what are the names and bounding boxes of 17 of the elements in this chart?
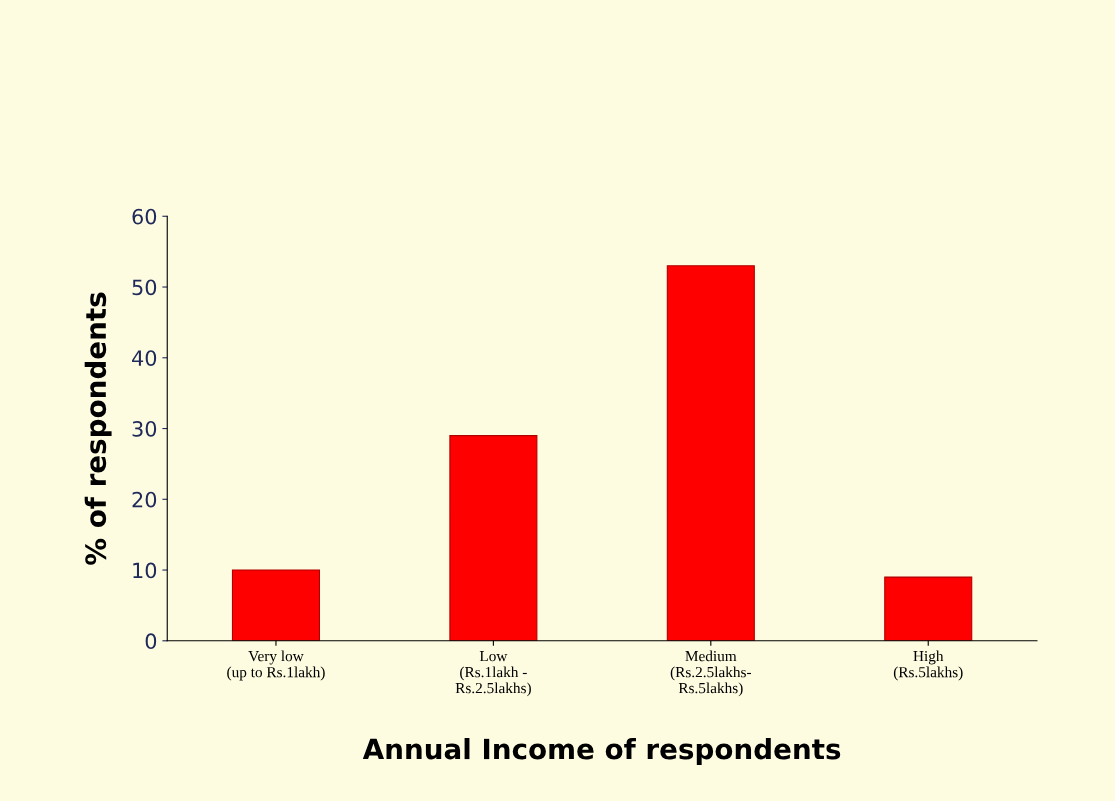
y-tick-label: 50 [132, 279, 157, 296]
bar [449, 435, 538, 641]
y-tick-label: 40 [132, 350, 157, 366]
x-axis-title: Annual Income of respondents [362, 737, 841, 765]
bar [884, 576, 973, 641]
x-tick-label: Medium (Rs.2.5lakhs- Rs.5lakhs) [670, 650, 751, 697]
y-axis-title: % of respondents [84, 292, 112, 565]
y-tick-label: 0 [145, 633, 157, 650]
bar [666, 265, 755, 641]
bar [231, 569, 321, 641]
x-tick-label: Low (Rs.1lakh - Rs.2.5lakhs) [455, 651, 531, 697]
y-tick-label: 30 [132, 420, 157, 437]
y-tick-label: 60 [132, 208, 157, 225]
x-tick-label: Very low (up to Rs.1lakh) [227, 650, 325, 681]
x-tick-label: High (Rs.5lakhs) [893, 650, 963, 681]
y-tick-label: 10 [133, 562, 157, 579]
y-tick-label: 20 [132, 491, 157, 508]
